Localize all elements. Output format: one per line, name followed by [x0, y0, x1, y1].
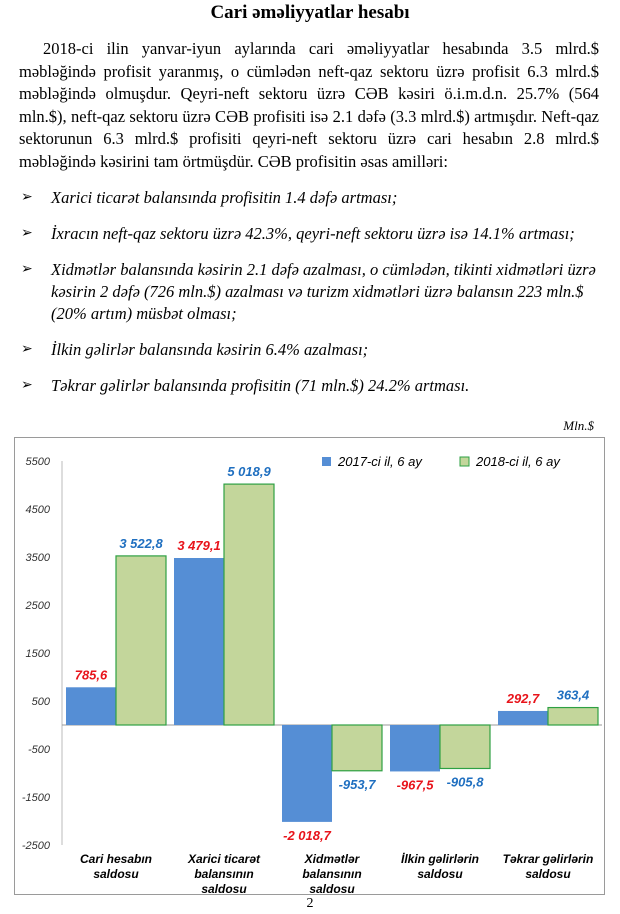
list-item: ➢ Təkrar gəlirlər balansında profisitin (…	[19, 375, 604, 397]
y-tick-label: -1500	[22, 792, 51, 804]
list-item: ➢ Xidmətlər balansında kəsirin 2.1 dəfə a…	[19, 259, 604, 325]
data-label: -967,5	[397, 777, 435, 792]
data-label: 3 522,8	[119, 536, 163, 551]
x-tick-label: balansının	[194, 867, 253, 881]
y-tick-label: 4500	[26, 504, 51, 516]
x-tick-label: saldosu	[417, 867, 463, 881]
x-tick-label: saldosu	[309, 882, 355, 896]
x-tick-label: Cari hesabın	[80, 852, 152, 866]
x-tick-label: Xidmətlər	[304, 852, 361, 866]
bar-2017	[498, 710, 548, 725]
data-label: 292,7	[506, 691, 540, 706]
x-tick-label: Təkrar gəlirlərin	[503, 852, 594, 866]
data-label: -905,8	[447, 774, 485, 789]
x-tick-label: İlkin gəlirlərin	[401, 851, 479, 866]
data-label: 5 018,9	[227, 464, 271, 479]
arrow-bullet-icon: ➢	[21, 190, 33, 205]
list-item: ➢ Xarici ticarət balansında profisitin 1.…	[19, 187, 604, 209]
x-tick-label: balansının	[302, 867, 361, 881]
bar-2017	[174, 558, 224, 725]
arrow-bullet-icon: ➢	[21, 342, 33, 357]
legend-label: 2017-ci il, 6 ay	[337, 454, 423, 469]
list-item-text: Xidmətlər balansında kəsirin 2.1 dəfə az…	[51, 260, 596, 323]
bar-2017	[282, 725, 332, 822]
arrow-bullet-icon: ➢	[21, 226, 33, 241]
intro-paragraph: 2018-ci ilin yanvar-iyun aylarında cari …	[19, 39, 599, 171]
data-label: 363,4	[557, 688, 590, 703]
y-tick-label: 3500	[26, 552, 51, 564]
y-tick-label: 2500	[25, 600, 51, 612]
bar-2018	[115, 555, 167, 726]
bar-2017	[390, 725, 440, 772]
bar-2018	[547, 706, 599, 726]
factor-list: ➢ Xarici ticarət balansında profisitin 1.…	[19, 187, 604, 411]
bar-2018	[223, 483, 275, 726]
bar-2017	[66, 687, 116, 725]
arrow-bullet-icon: ➢	[21, 262, 33, 277]
list-item-text: Xarici ticarət balansında profisitin 1.4…	[51, 188, 398, 207]
y-tick-label: -2500	[22, 840, 51, 852]
y-tick-label: 500	[32, 696, 51, 708]
page-number: 2	[306, 896, 314, 911]
legend-label: 2018-ci il, 6 ay	[475, 454, 561, 469]
bar-2018	[331, 724, 383, 772]
legend-swatch-2017	[322, 457, 331, 466]
data-label: 785,6	[75, 667, 108, 682]
data-label: 3 479,1	[177, 538, 220, 553]
unit-label: Mln.$	[563, 418, 594, 433]
x-tick-label: Xarici ticarət	[187, 852, 261, 866]
y-tick-label: 5500	[26, 456, 51, 468]
page-title: Cari əməliyyatlar hesabı	[210, 2, 410, 23]
list-item: ➢ İxracın neft-qaz sektoru üzrə 42.3%, qe…	[19, 223, 604, 245]
y-tick-label: -500	[28, 744, 51, 756]
arrow-bullet-icon: ➢	[21, 378, 33, 393]
y-tick-label: 1500	[26, 648, 51, 660]
data-label: -953,7	[339, 777, 377, 792]
data-label: -2 018,7	[283, 828, 331, 843]
list-item-text: Təkrar gəlirlər balansında profisitin (7…	[51, 376, 470, 395]
chart-frame	[14, 437, 605, 895]
x-tick-label: saldosu	[201, 882, 247, 896]
list-item: ➢ İlkin gəlirlər balansında kəsirin 6.4% …	[19, 339, 604, 361]
x-tick-label: saldosu	[93, 867, 139, 881]
list-item-text: İxracın neft-qaz sektoru üzrə 42.3%, qey…	[51, 224, 575, 243]
x-tick-label: saldosu	[525, 867, 571, 881]
bar-2018	[439, 724, 491, 770]
legend-swatch-2018	[459, 456, 470, 467]
list-item-text: İlkin gəlirlər balansında kəsirin 6.4% a…	[51, 340, 369, 359]
